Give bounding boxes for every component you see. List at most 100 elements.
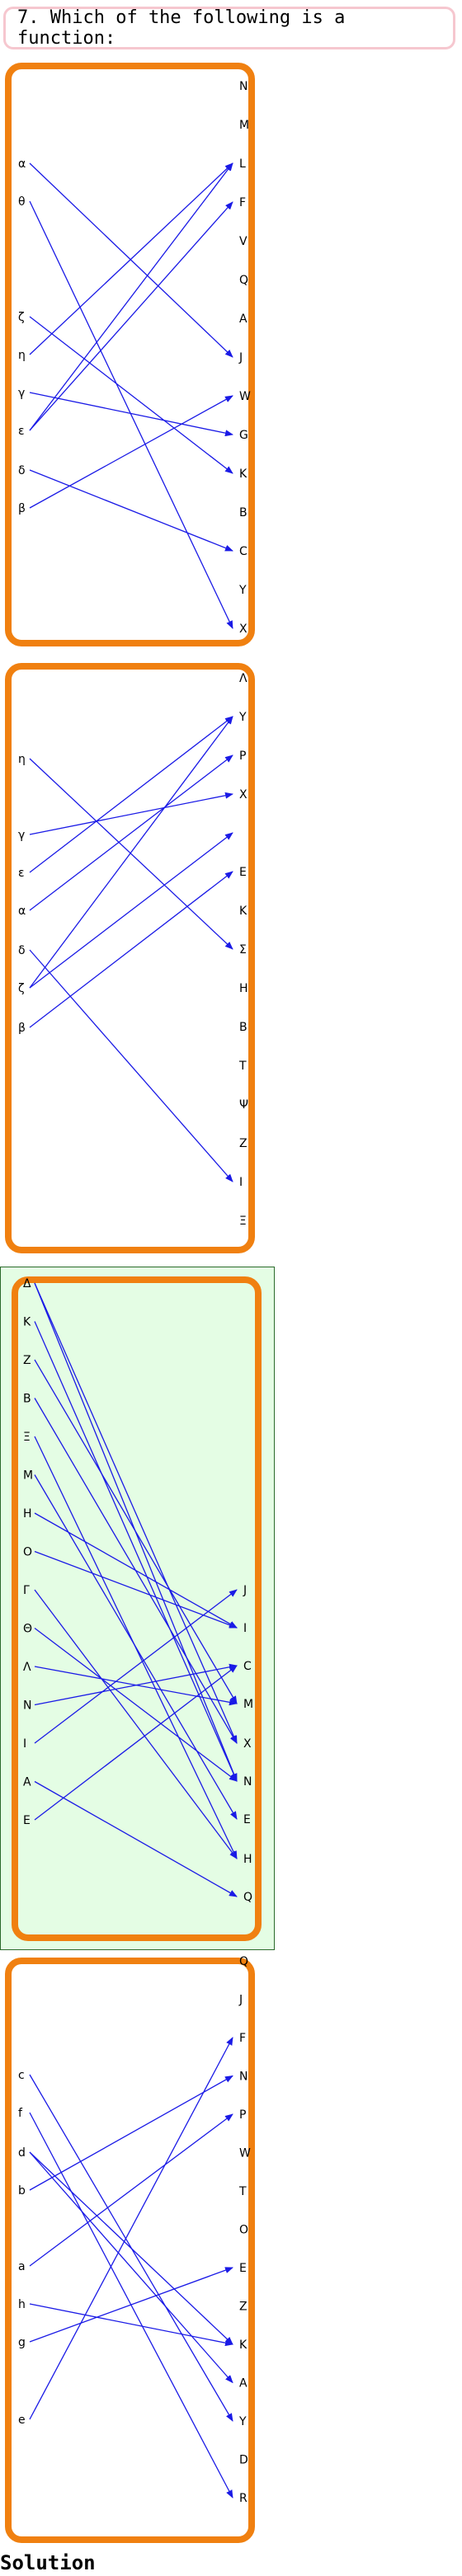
domain-label: Δ: [23, 1277, 31, 1290]
domain-label: b: [18, 2184, 26, 2198]
codomain-label: K: [239, 2339, 248, 2352]
domain-label: e: [18, 2414, 26, 2427]
mapping-arrow: [29, 792, 233, 835]
domain-label: γ: [18, 387, 25, 400]
codomain-label: H: [243, 1853, 252, 1866]
mapping-arrow: [34, 1282, 238, 1782]
codomain-label: X: [239, 623, 248, 636]
domain-label: α: [18, 905, 26, 918]
mapping-arrow: [29, 162, 233, 355]
mapping-arrow: [34, 1589, 238, 1859]
codomain-label: E: [239, 2262, 247, 2275]
domain-label: η: [18, 753, 26, 766]
codomain-label: Y: [238, 2415, 247, 2428]
codomain-label: N: [243, 1775, 252, 1789]
domain-label: α: [18, 157, 26, 171]
codomain-label: G: [239, 429, 248, 442]
mapping-arrow: [29, 716, 233, 873]
codomain-label: Q: [243, 1891, 252, 1904]
diagram-2: η γ ε α δ ζ β Λ Y P X E K Σ H B T Ψ Z I Ξ: [18, 672, 248, 1228]
mapping-arrow: [29, 832, 233, 989]
domain-label: γ: [18, 829, 25, 842]
mapping-arrow: [29, 2075, 233, 2191]
mapping-arrow: [29, 316, 233, 474]
mapping-arrow: [34, 1550, 238, 1629]
domain-label: A: [23, 1776, 31, 1789]
mapping-arrow: [34, 1627, 238, 1782]
diagram-2-frame[interactable]: [5, 663, 255, 1253]
codomain-label: F: [239, 196, 246, 209]
diagram-1-frame[interactable]: [5, 63, 255, 646]
codomain-label: C: [243, 1660, 252, 1673]
mapping-arrow: [29, 201, 233, 431]
mapping-arrow: [34, 1780, 238, 1897]
codomain-label: F: [239, 2032, 246, 2045]
domain-label: β: [18, 1022, 26, 1035]
domain-label: θ: [18, 195, 26, 209]
codomain-label: Z: [239, 2301, 248, 2314]
codomain-label: J: [238, 351, 243, 364]
mapping-arrow: [34, 1321, 238, 1782]
codomain-label: I: [239, 1176, 243, 1189]
codomain-label: B: [239, 506, 248, 519]
domain-label: Z: [23, 1354, 31, 1367]
domain-label: ε: [18, 867, 25, 880]
codomain-label: I: [243, 1622, 247, 1635]
diagram-4-frame[interactable]: [5, 1958, 255, 2543]
codomain-label: E: [243, 1813, 251, 1826]
codomain-label: J: [243, 1584, 247, 1597]
mapping-arrow: [29, 2303, 233, 2347]
codomain-label: N: [239, 2071, 248, 2084]
codomain-label: V: [239, 235, 248, 248]
mapping-arrow: [34, 1512, 238, 1629]
codomain-label: J: [238, 1994, 243, 2007]
question-box: 7. Which of the following is a function:: [3, 7, 455, 49]
highlighted-answer-background: [0, 1267, 275, 1950]
codomain-label: D: [239, 2454, 248, 2467]
domain-label: B: [23, 1393, 31, 1406]
codomain-label: Ξ: [239, 1215, 247, 1228]
codomain-label: P: [239, 750, 246, 763]
codomain-label: X: [239, 788, 248, 801]
mapping-arrow: [29, 2037, 233, 2420]
mapping-arrow: [29, 871, 233, 1028]
domain-label: d: [18, 2146, 26, 2160]
domain-label: Λ: [23, 1661, 31, 1674]
mapping-arrow: [29, 716, 233, 989]
codomain-label: T: [238, 1060, 247, 1073]
diagram-3: Δ K Z B Ξ M H O Γ Θ Λ N I A E J I C M X N E H Q: [23, 1277, 253, 1904]
codomain-label: Ψ: [239, 1098, 248, 1112]
codomain-label: W: [239, 390, 251, 403]
codomain-label: L: [239, 157, 246, 171]
codomain-label: A: [239, 313, 248, 326]
mapping-arrow: [29, 754, 233, 911]
mapping-arrow: [29, 162, 233, 431]
codomain-label: K: [239, 468, 248, 481]
mapping-arrow: [29, 392, 233, 437]
codomain-label: Y: [238, 584, 247, 597]
solution-heading: Solution: [0, 2551, 96, 2574]
codomain-label: P: [239, 2108, 246, 2122]
mapping-arrow: [34, 1665, 238, 1821]
mapping-arrow: [29, 2267, 233, 2343]
diagram-3-frame[interactable]: [12, 1276, 262, 1941]
mapping-arrow: [29, 162, 233, 358]
domain-label: a: [18, 2260, 26, 2273]
domain-label: δ: [18, 944, 26, 957]
mapping-arrow: [29, 2151, 233, 2345]
mapping-arrow: [29, 2113, 233, 2267]
domain-label: H: [23, 1507, 32, 1521]
domain-label: f: [18, 2107, 23, 2120]
domain-label: M: [23, 1469, 33, 1483]
mapping-arrow: [29, 395, 233, 509]
codomain-label: Z: [239, 1137, 248, 1150]
domain-label: Γ: [23, 1584, 30, 1597]
codomain-label: O: [239, 2224, 248, 2237]
codomain-label: Σ: [239, 943, 247, 957]
codomain-label: C: [239, 545, 248, 558]
codomain-label: B: [239, 1021, 248, 1034]
domain-label: g: [18, 2336, 26, 2349]
mapping-arrow: [34, 1474, 238, 1820]
mapping-arrow: [29, 469, 233, 552]
